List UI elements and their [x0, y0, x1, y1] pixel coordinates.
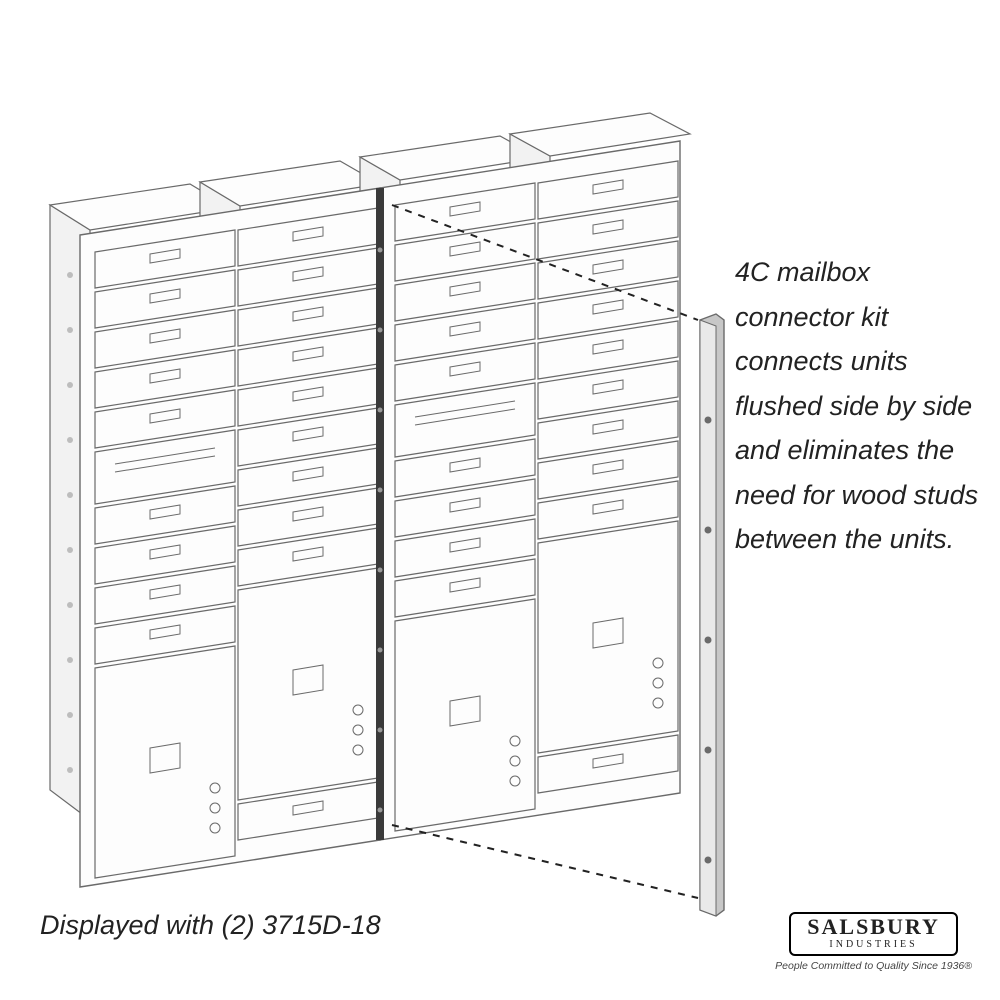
logo-badge: SALSBURY INDUSTRIES — [789, 912, 958, 956]
logo-brand: SALSBURY — [807, 916, 940, 938]
description-text: 4C mailbox connector kit connects units … — [735, 250, 980, 562]
logo-sub: INDUSTRIES — [807, 940, 940, 950]
page: 4C mailbox connector kit connects units … — [0, 0, 1000, 1000]
caption-text: Displayed with (2) 3715D-18 — [40, 910, 381, 941]
connector-rail-icon — [700, 314, 724, 916]
logo-tagline: People Committed to Quality Since 1936® — [775, 960, 972, 972]
brand-logo: SALSBURY INDUSTRIES People Committed to … — [775, 912, 972, 972]
